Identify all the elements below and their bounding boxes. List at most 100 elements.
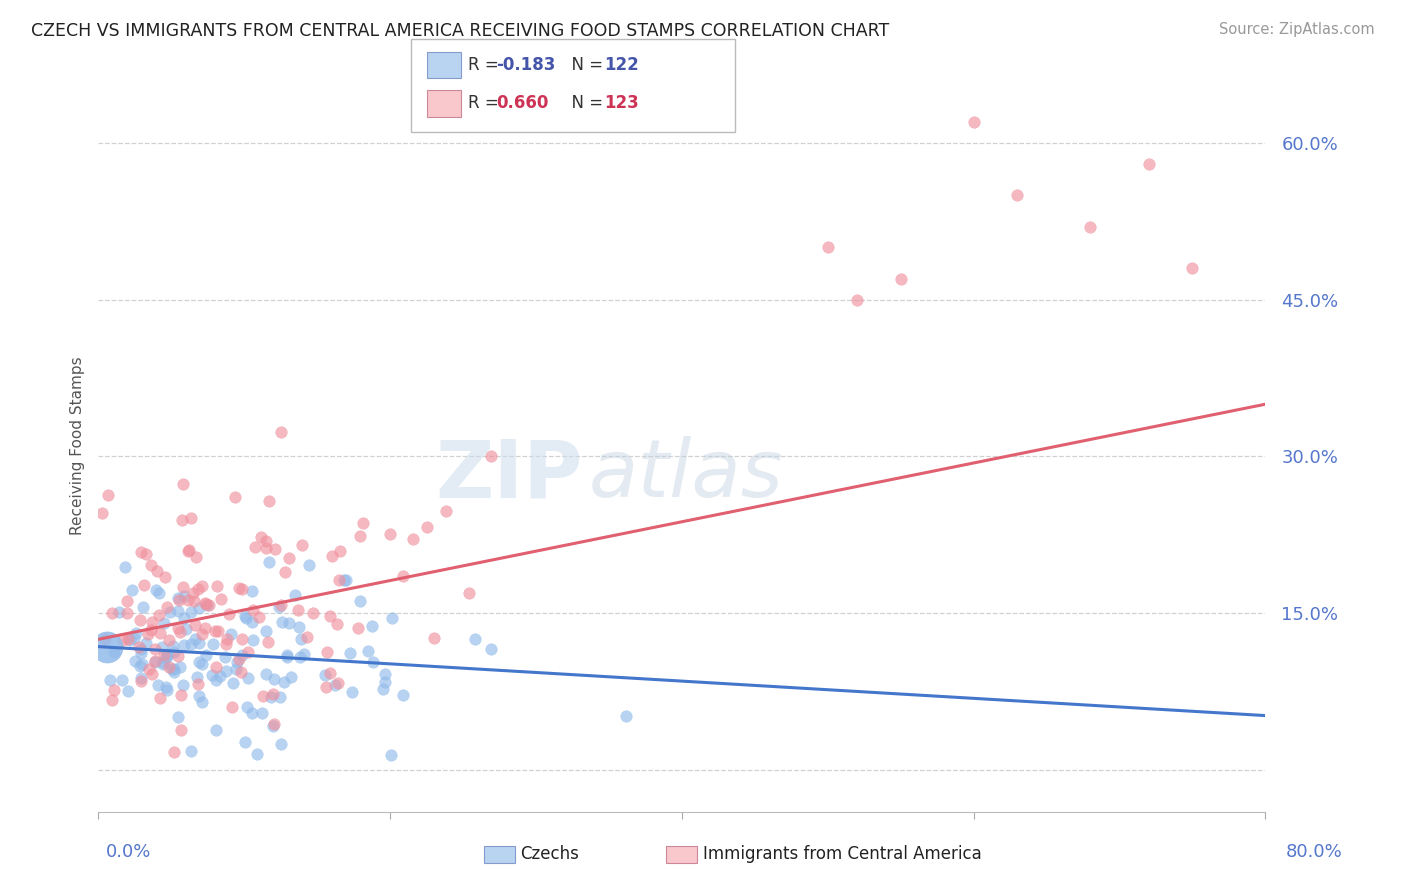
Point <box>188 690 211 704</box>
Point <box>314 668 336 682</box>
Point <box>96 488 118 502</box>
Point <box>117 632 139 646</box>
Point <box>373 682 395 697</box>
Point <box>163 665 186 680</box>
Point <box>180 511 202 525</box>
Point <box>335 573 357 587</box>
Point <box>152 655 174 669</box>
Point <box>129 674 152 689</box>
Point <box>156 647 179 661</box>
Point <box>139 623 162 637</box>
Point <box>243 540 266 554</box>
Point <box>177 592 200 607</box>
Text: R =: R = <box>468 95 505 112</box>
Point <box>191 579 214 593</box>
Point <box>374 667 396 681</box>
Point <box>173 638 195 652</box>
Point <box>238 645 260 659</box>
Point <box>167 649 190 664</box>
Point <box>890 272 912 286</box>
Point <box>315 681 337 695</box>
Point <box>155 651 177 665</box>
Point <box>184 618 207 632</box>
Point <box>962 115 984 129</box>
Point <box>242 602 264 616</box>
Text: N =: N = <box>561 95 609 112</box>
Point <box>321 549 343 564</box>
Point <box>195 598 218 612</box>
Point <box>150 640 173 655</box>
Point <box>270 425 292 439</box>
Point <box>236 700 259 714</box>
Point <box>479 449 502 463</box>
Point <box>156 649 179 664</box>
Point <box>167 591 190 606</box>
Point <box>278 550 301 565</box>
Point <box>163 746 186 760</box>
Point <box>162 662 184 676</box>
Text: 122: 122 <box>605 56 640 74</box>
Point <box>172 477 194 491</box>
Point <box>153 616 176 631</box>
Point <box>254 541 277 556</box>
Point <box>194 621 217 635</box>
Point <box>352 516 374 531</box>
Point <box>187 582 209 596</box>
Point <box>148 678 170 692</box>
Point <box>231 582 253 596</box>
Point <box>228 652 250 666</box>
Point <box>225 662 247 676</box>
Point <box>205 660 228 674</box>
Point <box>156 600 179 615</box>
Point <box>817 240 839 254</box>
Text: -0.183: -0.183 <box>496 56 555 74</box>
Point <box>138 662 160 676</box>
Point <box>108 605 131 619</box>
Point <box>240 615 263 629</box>
Point <box>278 615 301 630</box>
Text: CZECH VS IMMIGRANTS FROM CENTRAL AMERICA RECEIVING FOOD STAMPS CORRELATION CHART: CZECH VS IMMIGRANTS FROM CENTRAL AMERICA… <box>31 22 889 40</box>
Point <box>332 573 354 587</box>
Point <box>290 632 312 647</box>
Point <box>121 582 143 597</box>
Point <box>479 641 502 656</box>
Point <box>361 655 384 669</box>
Point <box>347 621 370 635</box>
Point <box>224 490 246 504</box>
Point <box>111 633 134 648</box>
Point <box>280 670 302 684</box>
Point <box>229 665 252 679</box>
Point <box>204 723 226 737</box>
Point <box>329 544 352 558</box>
Point <box>191 657 214 671</box>
Point <box>125 625 148 640</box>
Point <box>204 624 226 638</box>
Point <box>114 559 136 574</box>
Point <box>361 619 384 633</box>
Point <box>257 634 280 648</box>
Point <box>170 513 193 527</box>
Point <box>357 644 380 658</box>
Point <box>149 691 172 706</box>
Point <box>846 293 869 307</box>
Point <box>205 673 228 687</box>
Point <box>139 558 162 572</box>
Point <box>180 605 202 619</box>
Point <box>167 621 190 635</box>
Point <box>226 655 249 669</box>
Point <box>264 542 287 557</box>
Text: N =: N = <box>561 56 609 74</box>
Point <box>235 611 257 625</box>
Point <box>249 609 271 624</box>
Point <box>276 648 298 663</box>
Point <box>96 640 118 654</box>
Point <box>288 620 311 634</box>
Point <box>135 547 157 561</box>
Point <box>221 700 243 714</box>
Point <box>260 690 283 705</box>
Point <box>170 723 193 737</box>
Point <box>207 624 229 639</box>
Point <box>1007 188 1029 202</box>
Point <box>188 655 211 669</box>
Point <box>141 615 163 629</box>
